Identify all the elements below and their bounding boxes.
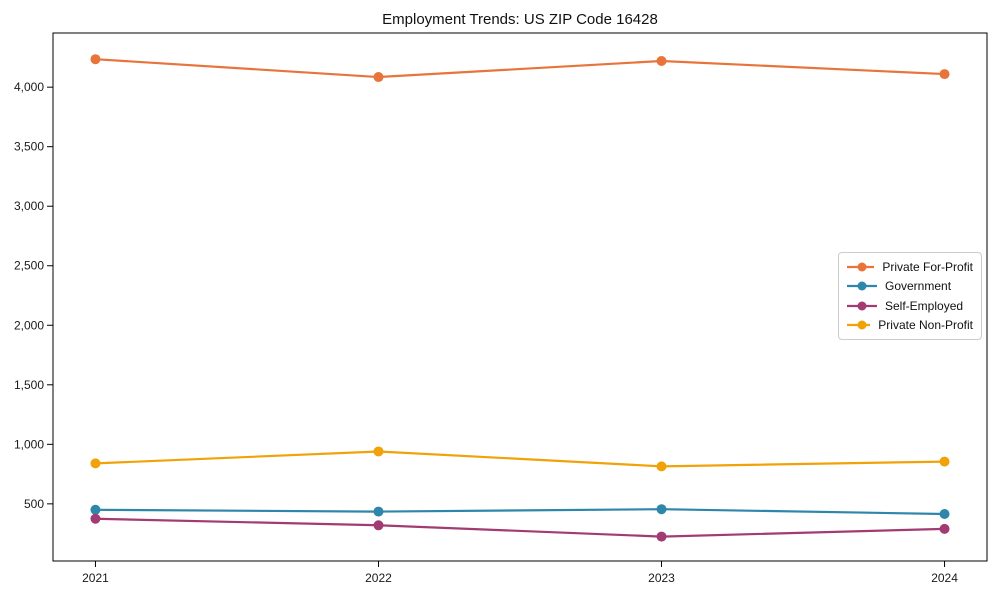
legend-item-government: Government <box>847 277 973 297</box>
y-tick-label: 2,000 <box>14 318 44 332</box>
x-tick-label: 2023 <box>648 571 675 585</box>
data-point-self-employed-2022 <box>373 520 384 531</box>
data-point-self-employed-2023 <box>656 531 667 542</box>
data-point-private-for-profit-2024 <box>939 69 950 80</box>
legend-label: Government <box>885 279 952 294</box>
legend-item-private-for-profit: Private For-Profit <box>847 257 973 277</box>
legend-swatch-icon <box>847 262 875 272</box>
data-point-private-for-profit-2023 <box>656 55 667 66</box>
y-tick-label: 2,500 <box>14 259 44 273</box>
plot-border <box>52 32 988 562</box>
legend-item-private-non-profit: Private Non-Profit <box>847 316 973 336</box>
legend-marker <box>857 262 867 272</box>
data-point-private-for-profit-2021 <box>90 54 101 65</box>
legend-label: Self-Employed <box>885 298 964 313</box>
data-point-self-employed-2024 <box>939 523 950 534</box>
x-tick-label: 2021 <box>82 571 109 585</box>
data-point-government-2021 <box>90 504 101 515</box>
legend-marker <box>857 281 867 291</box>
series-line-government <box>94 508 946 516</box>
x-tick-label: 2022 <box>365 571 392 585</box>
chart-title: Employment Trends: US ZIP Code 16428 <box>382 11 658 28</box>
data-point-government-2022 <box>373 506 384 517</box>
legend-marker <box>857 301 867 311</box>
data-point-private-non-profit-2024 <box>939 456 950 467</box>
chart-legend: Private For-Profit Government Self-Employe… <box>838 252 982 340</box>
series-line-private-non-profit <box>94 450 946 468</box>
x-tick-label: 2024 <box>931 571 958 585</box>
y-tick-label: 4,000 <box>14 80 44 94</box>
series-line-private-for-profit <box>94 58 946 79</box>
data-point-government-2023 <box>656 504 667 515</box>
legend-swatch-icon <box>847 281 877 291</box>
data-point-private-non-profit-2021 <box>90 458 101 469</box>
y-tick-label: 3,000 <box>14 199 44 213</box>
data-point-private-non-profit-2022 <box>373 446 384 457</box>
y-tick-label: 1,000 <box>14 437 44 451</box>
y-tick-label: 500 <box>24 497 44 511</box>
data-point-government-2024 <box>939 508 950 519</box>
legend-swatch-icon <box>847 301 877 311</box>
legend-marker <box>857 320 867 330</box>
data-point-self-employed-2021 <box>90 513 101 524</box>
data-point-private-for-profit-2022 <box>373 72 384 83</box>
data-point-private-non-profit-2023 <box>656 461 667 472</box>
legend-label: Private For-Profit <box>882 259 973 274</box>
y-tick-label: 1,500 <box>14 378 44 392</box>
legend-swatch-icon <box>847 320 871 330</box>
legend-label: Private Non-Profit <box>878 318 973 333</box>
series-line-self-employed <box>94 517 946 538</box>
y-tick-label: 3,500 <box>14 140 44 154</box>
legend-item-self-employed: Self-Employed <box>847 296 973 316</box>
